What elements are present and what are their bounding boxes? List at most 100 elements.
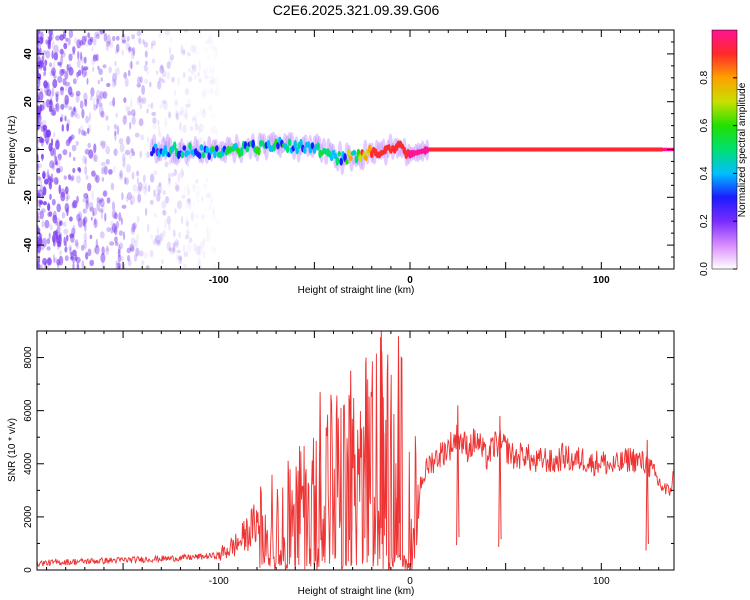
noise-speckle xyxy=(130,60,133,70)
noise-speckle xyxy=(108,101,114,106)
noise-speckle xyxy=(105,115,109,121)
ridge-blob xyxy=(197,152,202,160)
noise-speckle xyxy=(55,221,59,226)
noise-speckle xyxy=(127,259,132,267)
noise-speckle xyxy=(125,136,130,146)
spectrogram-ticks xyxy=(37,29,674,270)
x-tick-label: 0 xyxy=(407,576,413,587)
noise-speckle xyxy=(124,177,129,185)
colorbar-tick-label: 0.6 xyxy=(699,118,710,132)
noise-speckle xyxy=(208,228,212,237)
noise-speckle xyxy=(90,87,95,97)
noise-speckle xyxy=(180,168,184,179)
noise-speckle xyxy=(144,182,147,192)
noise-speckle xyxy=(46,89,52,97)
noise-speckle xyxy=(133,112,136,119)
ridge-blob xyxy=(310,142,315,150)
noise-speckle xyxy=(158,77,163,82)
noise-speckle xyxy=(122,153,126,163)
noise-speckle xyxy=(146,67,149,76)
ridge-blob xyxy=(303,146,307,154)
noise-speckle xyxy=(67,37,71,46)
noise-speckle xyxy=(130,109,136,117)
noise-speckle xyxy=(206,231,209,239)
noise-speckle xyxy=(40,264,44,269)
ridge-blob xyxy=(188,142,192,151)
noise-speckle xyxy=(76,71,80,78)
noise-speckle xyxy=(93,218,98,229)
noise-speckle xyxy=(207,192,212,198)
noise-speckle xyxy=(146,136,149,144)
noise-speckle xyxy=(131,34,136,40)
noise-speckle xyxy=(105,145,110,155)
noise-speckle xyxy=(196,198,200,203)
noise-speckle xyxy=(68,245,73,250)
noise-speckle xyxy=(64,84,68,92)
spectrogram-y-axis-label: Frequency (Hz) xyxy=(7,116,18,185)
noise-speckle xyxy=(69,256,75,261)
noise-speckle xyxy=(72,167,76,174)
noise-speckle xyxy=(63,236,66,246)
noise-speckle xyxy=(158,32,162,38)
noise-speckle xyxy=(126,36,130,42)
noise-speckle xyxy=(171,172,174,177)
snr-peak xyxy=(379,331,383,535)
noise-speckle xyxy=(81,35,86,46)
y-tick-label: 0 xyxy=(23,146,34,152)
noise-speckle xyxy=(53,132,56,138)
noise-speckle xyxy=(197,245,202,256)
noise-speckle xyxy=(191,117,196,123)
noise-speckle xyxy=(97,65,100,70)
noise-speckle xyxy=(77,51,80,60)
noise-speckle xyxy=(115,221,120,229)
noise-speckle xyxy=(85,252,89,260)
snr-peak xyxy=(645,439,649,551)
noise-speckle xyxy=(126,192,132,201)
noise-speckle xyxy=(192,185,196,192)
noise-speckle xyxy=(143,41,149,48)
noise-speckle xyxy=(68,53,73,62)
noise-speckle xyxy=(142,182,147,191)
noise-speckle xyxy=(100,252,106,263)
noise-speckle xyxy=(86,77,89,85)
noise-speckle xyxy=(198,127,201,135)
noise-speckle xyxy=(118,242,124,250)
noise-speckle xyxy=(188,237,193,244)
noise-speckle xyxy=(181,215,184,224)
noise-speckle xyxy=(214,88,220,97)
noise-speckle xyxy=(69,247,72,255)
snr-peak xyxy=(456,405,460,546)
noise-speckle xyxy=(85,115,89,124)
noise-speckle xyxy=(83,239,87,250)
noise-speckle xyxy=(174,208,177,214)
noise-speckle xyxy=(114,49,118,55)
noise-speckle xyxy=(39,210,44,220)
noise-speckle xyxy=(78,167,82,173)
noise-speckle xyxy=(38,91,44,101)
noise-speckle xyxy=(109,39,114,49)
noise-speckle xyxy=(98,106,104,116)
noise-speckle xyxy=(101,246,105,256)
noise-speckle xyxy=(105,158,110,165)
noise-speckle xyxy=(154,212,157,218)
ridge-blob xyxy=(348,155,353,161)
noise-speckle xyxy=(75,90,81,97)
noise-speckle xyxy=(139,150,142,159)
noise-speckle xyxy=(187,98,190,103)
noise-speckle xyxy=(129,61,133,69)
noise-speckle xyxy=(168,221,171,230)
noise-speckle xyxy=(131,223,136,233)
noise-speckle xyxy=(113,212,118,220)
noise-speckle xyxy=(76,59,81,68)
noise-speckle xyxy=(130,98,133,109)
ridge-blob xyxy=(335,156,340,166)
noise-speckle xyxy=(99,198,105,208)
noise-speckle xyxy=(138,37,142,45)
noise-speckle xyxy=(41,119,47,126)
noise-speckle xyxy=(37,163,43,169)
noise-speckle xyxy=(64,99,69,110)
noise-speckle xyxy=(82,208,86,214)
ridge-blob xyxy=(215,145,219,152)
noise-speckle xyxy=(199,122,202,127)
noise-speckle xyxy=(37,236,40,245)
